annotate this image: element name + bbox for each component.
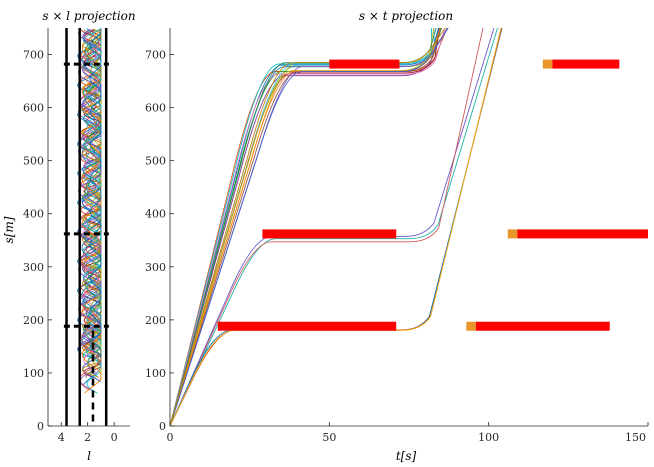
sl-y-tick-label: 100 xyxy=(23,367,44,380)
st-panel-title: s × t projection xyxy=(359,9,453,23)
obstacle-block xyxy=(466,321,476,331)
obstacle-block xyxy=(262,229,397,239)
sl-y-tick-label: 200 xyxy=(23,314,44,327)
st-y-tick-label: 200 xyxy=(145,314,166,327)
sl-projection-panel: s × l projection 0 100 200 300 400 500 600 700 4… xyxy=(2,9,136,463)
sl-y-tick-label: 700 xyxy=(23,49,44,62)
st-plot-area xyxy=(170,28,648,426)
sl-y-tick-label: 500 xyxy=(23,155,44,168)
t-axis-label: t[s] xyxy=(396,449,417,463)
sl-x-tick-label: 4 xyxy=(58,431,65,444)
sl-x-tick-label: 0 xyxy=(111,431,118,444)
st-y-tick-label: 300 xyxy=(145,261,166,274)
s-axis-label: s[m] xyxy=(2,216,16,243)
sl-x-axis-label: l xyxy=(87,449,91,463)
st-trajectory-line xyxy=(169,27,446,427)
sl-trajectory-line xyxy=(78,29,100,391)
st-axes: 0 100 200 300 400 500 600 700 0 50 100 150 xyxy=(145,28,649,444)
sl-trajectory-line xyxy=(89,28,102,358)
sl-y-tick-label: 400 xyxy=(23,208,44,221)
st-y-tick-label: 0 xyxy=(159,420,166,433)
sl-y-tick-label: 0 xyxy=(37,420,44,433)
obstacle-block xyxy=(475,321,610,331)
obstacle-block xyxy=(552,59,620,69)
obstacle-block xyxy=(329,59,400,69)
st-y-tick-label: 600 xyxy=(145,102,166,115)
obstacle-blocks xyxy=(217,59,648,331)
st-x-tick-label: 150 xyxy=(625,431,646,444)
obstacle-block xyxy=(542,59,553,69)
st-y-tick-label: 500 xyxy=(145,155,166,168)
obstacle-block xyxy=(507,229,518,239)
stop-lines xyxy=(63,62,109,328)
sl-trajectory-line xyxy=(82,28,102,358)
st-trajectory-line xyxy=(169,27,435,427)
sl-y-tick-label: 300 xyxy=(23,261,44,274)
sl-x-tick-label: 2 xyxy=(84,431,91,444)
st-x-tick-label: 0 xyxy=(167,431,174,444)
lane-lines xyxy=(65,28,108,426)
st-x-tick-label: 100 xyxy=(478,431,499,444)
st-x-tick-label: 50 xyxy=(322,431,336,444)
sl-axes: 0 100 200 300 400 500 600 700 4 2 0 xyxy=(23,28,130,444)
sl-y-tick-label: 600 xyxy=(23,102,44,115)
st-trajectory-line xyxy=(169,27,449,427)
st-trajectory-line xyxy=(169,27,432,427)
st-y-tick-label: 700 xyxy=(145,49,166,62)
st-y-tick-label: 100 xyxy=(145,367,166,380)
st-trajectory-line xyxy=(169,27,446,427)
sl-panel-title: s × l projection xyxy=(42,9,135,23)
st-projection-panel: s × t projection 01002003004005006007000… xyxy=(145,9,649,463)
st-trajectory-line xyxy=(169,27,498,427)
st-y-tick-label: 400 xyxy=(145,208,166,221)
st-trajectory-line xyxy=(169,27,484,427)
obstacle-block xyxy=(217,321,397,331)
obstacle-block xyxy=(517,229,648,239)
